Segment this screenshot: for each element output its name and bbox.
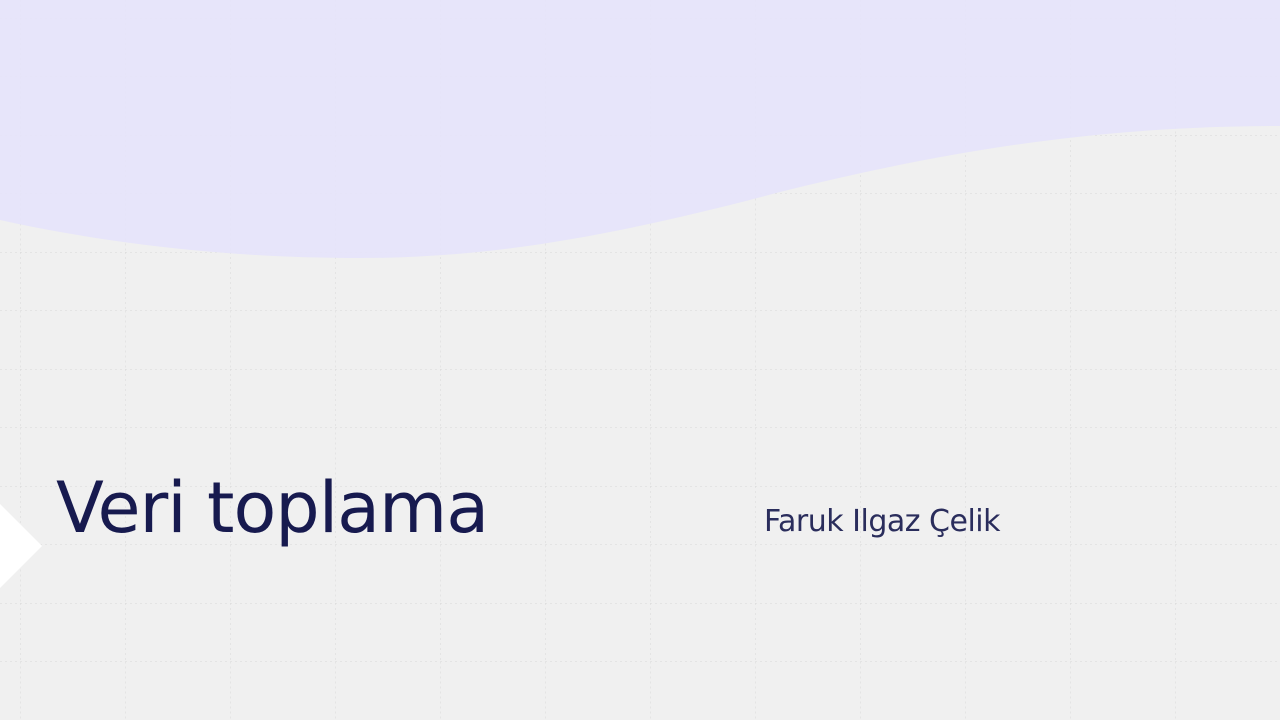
slide-subtitle-author: Faruk Ilgaz Çelik: [764, 504, 1000, 539]
slide-title: Veri toplama: [56, 467, 489, 549]
